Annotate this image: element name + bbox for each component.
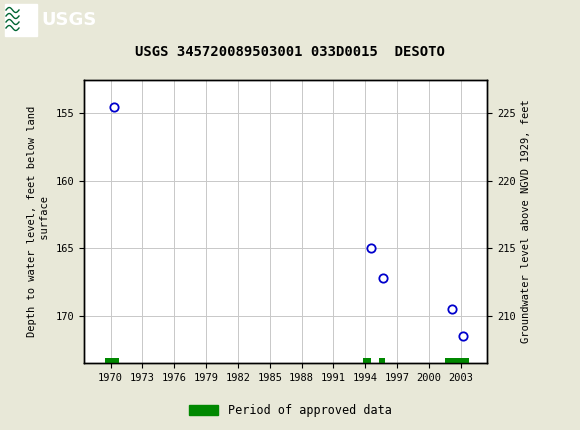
Y-axis label: Depth to water level, feet below land
 surface: Depth to water level, feet below land su…	[27, 106, 50, 337]
Text: USGS: USGS	[41, 11, 96, 29]
Text: USGS 345720089503001 033D0015  DESOTO: USGS 345720089503001 033D0015 DESOTO	[135, 45, 445, 59]
Legend: Period of approved data: Period of approved data	[184, 399, 396, 422]
Bar	[5, 4, 37, 36]
Y-axis label: Groundwater level above NGVD 1929, feet: Groundwater level above NGVD 1929, feet	[521, 100, 531, 343]
